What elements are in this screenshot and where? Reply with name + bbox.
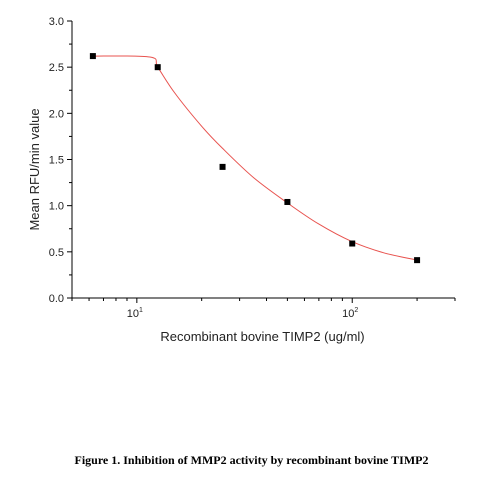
x-axis-title: Recombinant bovine TIMP2 (ug/ml) xyxy=(160,329,364,344)
figure-caption: Figure 1. Inhibition of MMP2 activity by… xyxy=(74,453,429,467)
x-ticks: 101 102 xyxy=(71,298,456,320)
y-tick-label: 0.5 xyxy=(49,247,64,259)
y-tick-label: 1.5 xyxy=(49,155,64,167)
y-tick-label: 3.0 xyxy=(49,16,64,28)
y-tick-label: 1.0 xyxy=(49,201,64,213)
y-tick-label: 2.5 xyxy=(49,62,64,74)
x-tick-label: 102 xyxy=(342,307,358,320)
data-point xyxy=(284,198,291,205)
x-tick-label: 101 xyxy=(127,307,143,320)
y-axis-title: Mean RFU/min value xyxy=(27,108,42,230)
data-point xyxy=(89,53,96,60)
data-point xyxy=(349,240,356,247)
fit-curve xyxy=(92,55,418,261)
y-tick-label: 0.0 xyxy=(49,293,64,305)
data-points xyxy=(89,53,421,264)
data-point xyxy=(414,257,421,264)
data-point xyxy=(154,64,161,71)
y-tick-label: 2.0 xyxy=(49,108,64,120)
data-point xyxy=(219,163,226,170)
y-ticks: 0.0 0.5 1.0 1.5 2.0 2.5 3.0 xyxy=(49,16,72,305)
